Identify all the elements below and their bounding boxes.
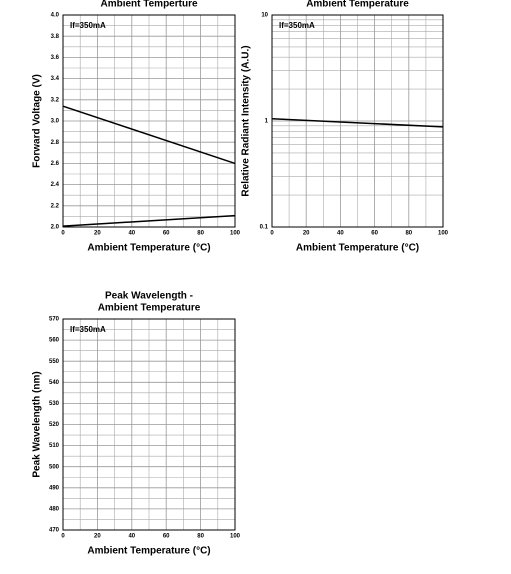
y-tick-label: 2.2 <box>51 203 60 209</box>
x-tick-label: 100 <box>230 231 241 237</box>
line-series <box>271 118 444 128</box>
annotation: If=350mA <box>279 21 315 30</box>
line-series <box>62 214 236 227</box>
y-axis-label: Relative Radiant Intensity (A.U.) <box>241 45 252 196</box>
y-tick-label: 480 <box>49 506 60 512</box>
y-tick-label: 2.4 <box>51 182 60 188</box>
annotation: If=350mA <box>70 21 106 30</box>
y-tick-label: 490 <box>49 485 60 491</box>
y-tick-label: 0.1 <box>260 225 269 231</box>
x-tick-label: 40 <box>128 534 135 540</box>
annotation: If=350mA <box>70 325 106 334</box>
x-tick-label: 60 <box>163 231 170 237</box>
chart-title: Ambient Temperature <box>306 0 409 10</box>
x-tick-label: 0 <box>61 534 65 540</box>
line-series <box>62 105 236 165</box>
plot-frame <box>62 14 236 228</box>
y-tick-label: 470 <box>49 528 60 534</box>
plot-frame <box>271 14 444 228</box>
y-axis-label: Peak Wavelength (nm) <box>32 371 43 477</box>
y-tick-label: 530 <box>49 401 60 407</box>
y-tick-label: 4.0 <box>51 13 60 19</box>
y-tick-label: 520 <box>49 422 60 428</box>
y-tick-label: 540 <box>49 380 60 386</box>
y-tick-label: 550 <box>49 359 60 365</box>
x-tick-label: 20 <box>94 534 101 540</box>
x-axis-label: Ambient Temperature (°C) <box>87 243 210 254</box>
y-tick-label: 510 <box>49 443 60 449</box>
chart-title: Peak Wavelength - <box>105 291 193 302</box>
y-axis-label: Forward Voltage (V) <box>32 74 43 168</box>
y-tick-label: 3.0 <box>51 119 60 125</box>
x-tick-label: 100 <box>230 534 241 540</box>
y-tick-label: 3.8 <box>51 34 60 40</box>
x-tick-label: 60 <box>371 231 378 237</box>
y-tick-label: 3.4 <box>51 76 60 82</box>
x-tick-label: 20 <box>303 231 310 237</box>
x-tick-label: 80 <box>197 231 204 237</box>
y-tick-label: 3.6 <box>51 55 60 61</box>
x-tick-label: 80 <box>405 231 412 237</box>
y-tick-label: 10 <box>261 13 268 19</box>
plot-frame <box>62 318 236 531</box>
x-tick-label: 20 <box>94 231 101 237</box>
chart-title: Ambient Temperture <box>100 0 197 10</box>
y-tick-label: 2.6 <box>51 161 60 167</box>
chart-title: Ambient Temperature <box>98 303 201 314</box>
x-tick-label: 0 <box>61 231 65 237</box>
y-tick-label: 2.0 <box>51 225 60 231</box>
x-axis-label: Ambient Temperature (°C) <box>87 546 210 557</box>
x-tick-label: 40 <box>128 231 135 237</box>
y-tick-label: 560 <box>49 338 60 344</box>
x-tick-label: 80 <box>197 534 204 540</box>
y-tick-label: 2.8 <box>51 140 60 146</box>
x-tick-label: 60 <box>163 534 170 540</box>
y-tick-label: 3.2 <box>51 97 60 103</box>
x-tick-label: 40 <box>337 231 344 237</box>
y-tick-label: 570 <box>49 317 60 323</box>
y-tick-label: 1 <box>265 119 269 125</box>
x-axis-label: Ambient Temperature (°C) <box>296 243 419 254</box>
x-tick-label: 100 <box>438 231 449 237</box>
y-tick-label: 500 <box>49 464 60 470</box>
x-tick-label: 0 <box>270 231 274 237</box>
